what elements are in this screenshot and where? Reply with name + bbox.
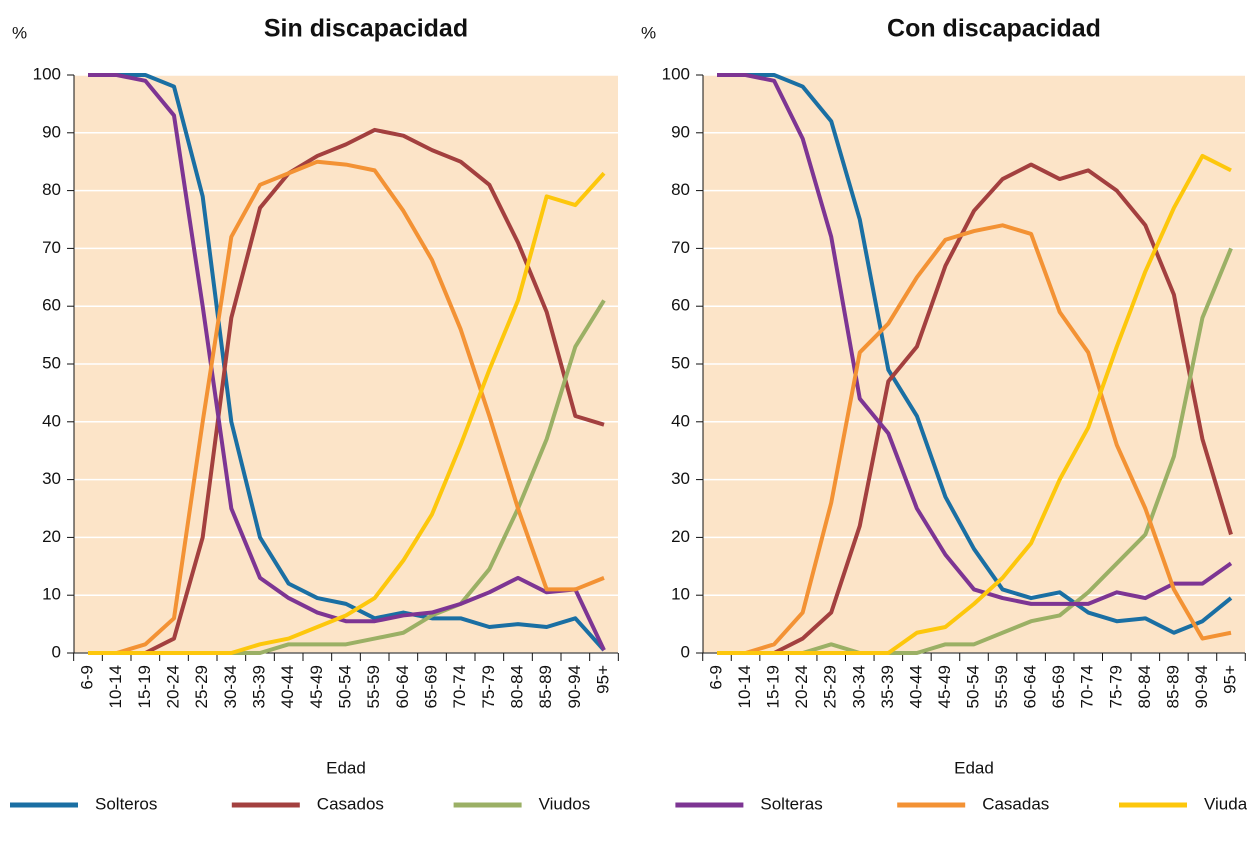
x-tick-label: 65-69 — [421, 665, 440, 708]
y-tick-label: 20 — [671, 527, 690, 546]
y-tick-label: 40 — [671, 411, 690, 430]
x-tick-label: 80-84 — [1135, 665, 1154, 708]
legend-label: Solteras — [760, 794, 822, 813]
x-tick-label: 95+ — [1220, 665, 1239, 694]
x-tick-label: 60-64 — [1021, 665, 1040, 708]
y-tick-label: 80 — [671, 180, 690, 199]
x-tick-label: 55-59 — [992, 665, 1011, 708]
x-tick-label: 75-79 — [1106, 665, 1125, 708]
y-tick-label: 0 — [52, 642, 61, 661]
y-axis-label: % — [641, 23, 656, 42]
x-tick-label: 35-39 — [878, 665, 897, 708]
series-line — [717, 162, 1233, 655]
x-tick-label: 95+ — [593, 665, 612, 694]
y-tick-label: 10 — [671, 585, 690, 604]
x-tick-label: 45-49 — [935, 665, 954, 708]
x-tick-label: 30-34 — [849, 665, 868, 708]
series-line — [717, 73, 1233, 635]
y-tick-label: 10 — [42, 585, 61, 604]
x-tick-label: 45-49 — [307, 665, 326, 708]
x-tick-label: 85-89 — [536, 665, 555, 708]
x-tick-label: 90-94 — [565, 665, 584, 708]
x-tick-label: 20-24 — [163, 665, 182, 708]
legend-label: Casadas — [982, 794, 1049, 813]
series-line — [88, 127, 605, 655]
x-tick-label: 80-84 — [507, 665, 526, 708]
x-tick-label: 50-54 — [335, 665, 354, 708]
y-tick-label: 50 — [671, 353, 690, 372]
y-tick-label: 80 — [42, 180, 61, 199]
x-tick-label: 70-74 — [1078, 665, 1097, 708]
series-line — [88, 73, 606, 651]
x-tick-label: 15-19 — [135, 665, 154, 708]
x-tick-label: 20-24 — [792, 665, 811, 708]
y-tick-label: 60 — [671, 296, 690, 315]
legend-label: Solteros — [95, 794, 157, 813]
y-tick-label: 70 — [42, 238, 61, 257]
series-line — [88, 171, 606, 655]
series-line — [717, 223, 1232, 655]
x-tick-label: 15-19 — [764, 665, 783, 708]
y-tick-label: 30 — [42, 469, 61, 488]
series-line — [717, 153, 1232, 655]
x-tick-label: 75-79 — [479, 665, 498, 708]
x-tick-label: 40-44 — [278, 665, 297, 708]
y-tick-label: 30 — [671, 469, 690, 488]
x-tick-label: 25-29 — [192, 665, 211, 708]
x-tick-label: 25-29 — [821, 665, 840, 708]
x-tick-label: 50-54 — [963, 665, 982, 708]
x-tick-label: 55-59 — [364, 665, 383, 708]
y-tick-label: 60 — [42, 296, 61, 315]
x-tick-label: 90-94 — [1192, 665, 1211, 708]
chart-title: Sin discapacidad — [264, 15, 468, 43]
series-line — [717, 73, 1233, 606]
x-tick-label: 6-9 — [77, 665, 96, 690]
y-tick-label: 70 — [671, 238, 690, 257]
y-tick-label: 50 — [42, 353, 61, 372]
y-tick-label: 100 — [33, 64, 61, 83]
legend-label: Casados — [317, 794, 384, 813]
y-tick-label: 90 — [42, 122, 61, 141]
legend-label: Viudas — [1204, 794, 1247, 813]
x-tick-label: 30-34 — [221, 665, 240, 708]
y-tick-label: 100 — [662, 64, 690, 83]
x-axis-label: Edad — [954, 758, 994, 777]
x-axis-label: Edad — [326, 758, 366, 777]
x-tick-label: 10-14 — [106, 665, 125, 708]
y-tick-label: 40 — [42, 411, 61, 430]
x-tick-label: 40-44 — [906, 665, 925, 708]
y-tick-label: 20 — [42, 527, 61, 546]
legend-label: Viudos — [539, 794, 591, 813]
x-tick-label: 35-39 — [249, 665, 268, 708]
chart-title: Con discapacidad — [887, 15, 1101, 43]
x-tick-label: 85-89 — [1163, 665, 1182, 708]
x-tick-label: 6-9 — [706, 665, 725, 690]
y-tick-label: 90 — [671, 122, 690, 141]
y-tick-label: 0 — [681, 642, 690, 661]
x-tick-label: 70-74 — [450, 665, 469, 708]
series-line — [88, 73, 606, 652]
x-tick-label: 10-14 — [735, 665, 754, 708]
x-tick-label: 60-64 — [393, 665, 412, 708]
series-line — [88, 159, 605, 655]
x-tick-label: 65-69 — [1049, 665, 1068, 708]
y-axis-label: % — [12, 23, 27, 42]
